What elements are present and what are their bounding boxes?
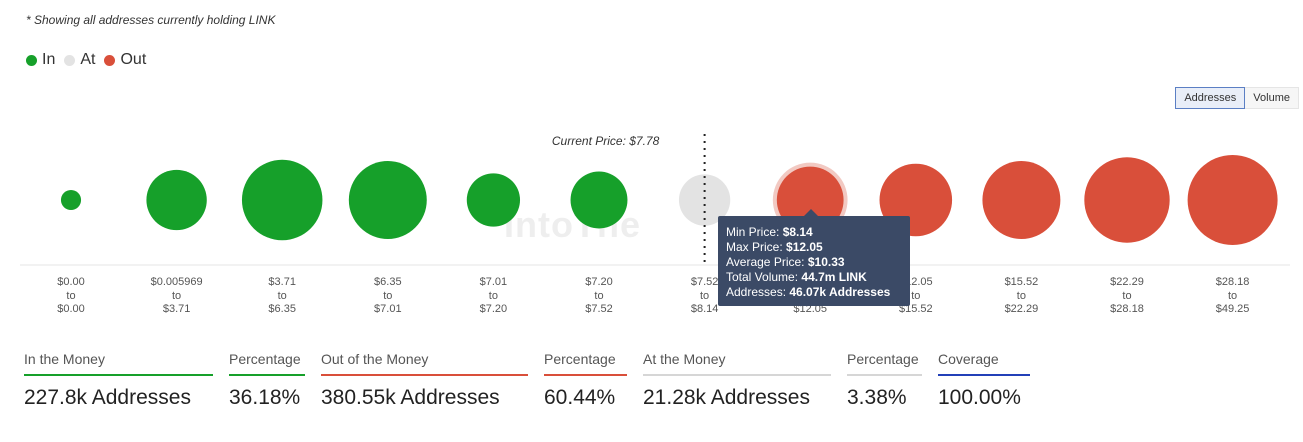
stat-label: Percentage	[544, 351, 616, 367]
stat-label: Coverage	[938, 351, 999, 367]
range-to-label: $0.00	[57, 303, 85, 315]
stat-value: 100.00%	[938, 386, 1021, 409]
bubble-in[interactable]	[348, 161, 427, 239]
range-to-label: $3.71	[163, 303, 191, 315]
range-from-label: $0.00	[57, 276, 85, 288]
legend-at-dot	[64, 54, 76, 66]
range-to-label: $8.14	[691, 303, 719, 315]
legend-in-label: In	[42, 51, 56, 68]
bubble-in[interactable]	[570, 171, 628, 229]
range-from-label: $6.35	[374, 276, 402, 288]
range-to-connector: to	[594, 290, 603, 302]
bubble-at[interactable]	[678, 174, 731, 226]
addresses-toggle-button[interactable]: Addresses	[1175, 87, 1246, 109]
summary-stats: In the Money 227.8k Addresses Percentage…	[24, 351, 1046, 410]
bubble-out[interactable]	[1187, 155, 1278, 245]
bubble-in[interactable]	[146, 169, 207, 231]
stat-label: Percentage	[229, 351, 301, 367]
stat-bar	[544, 374, 627, 376]
legend-in-dot	[26, 54, 37, 66]
stat-label: At the Money	[643, 351, 726, 367]
stat-bar	[938, 374, 1030, 376]
range-from-label: $15.52	[1005, 276, 1039, 288]
range-from-label: $28.18	[1216, 276, 1250, 288]
legend-at-label: At	[80, 51, 96, 68]
legend-out[interactable]: Out	[104, 51, 146, 69]
range-to-label: $12.05	[793, 303, 827, 315]
range-to-label: $49.25	[1216, 303, 1250, 315]
legend: In At Out	[26, 51, 155, 69]
tooltip-total-volume: Total Volume: 44.7m LINK	[726, 270, 867, 284]
current-price-label: Current Price: $7.78	[552, 134, 660, 148]
range-to-connector: to	[1017, 290, 1026, 302]
bubble-out[interactable]	[982, 161, 1061, 239]
tooltip-average-price: Average Price: $10.33	[726, 255, 845, 269]
range-from-label: $0.005969	[151, 276, 203, 288]
tooltip-addresses: Addresses: 46.07k Addresses	[726, 285, 891, 299]
legend-out-label: Out	[120, 51, 147, 68]
volume-toggle-button[interactable]: Volume	[1245, 87, 1299, 109]
range-from-label: $22.29	[1110, 276, 1144, 288]
range-to-connector: to	[66, 290, 75, 302]
bubble-in[interactable]	[60, 189, 82, 211]
stat-out-percentage: Percentage 60.44%	[544, 351, 627, 410]
stat-bar	[229, 374, 305, 376]
legend-out-dot	[104, 54, 116, 66]
stat-label: Percentage	[847, 351, 919, 367]
stat-value: 21.28k Addresses	[643, 386, 810, 409]
stat-label: In the Money	[24, 351, 105, 367]
range-to-label: $28.18	[1110, 303, 1144, 315]
stat-value: 3.38%	[847, 386, 907, 409]
stat-coverage: Coverage 100.00%	[938, 351, 1030, 410]
stat-at-percentage: Percentage 3.38%	[847, 351, 922, 410]
range-to-label: $7.20	[480, 303, 508, 315]
range-to-connector: to	[1228, 290, 1237, 302]
stat-value: 60.44%	[544, 386, 616, 409]
stat-label: Out of the Money	[321, 351, 429, 367]
bubble-in[interactable]	[241, 159, 323, 241]
stat-value: 227.8k Addresses	[24, 386, 191, 409]
stat-in-the-money: In the Money 227.8k Addresses	[24, 351, 213, 410]
tooltip-min-price: Min Price: $8.14	[726, 225, 813, 239]
legend-at[interactable]: At	[64, 51, 95, 69]
stat-bar	[847, 374, 922, 376]
range-from-label: $7.52	[691, 276, 719, 288]
range-from-label: $7.20	[585, 276, 613, 288]
range-to-connector: to	[172, 290, 181, 302]
stat-value: 36.18%	[229, 386, 301, 409]
price-tooltip: Min Price: $8.14 Max Price: $12.05 Avera…	[718, 209, 910, 306]
range-to-connector: to	[1122, 290, 1131, 302]
range-to-connector: to	[489, 290, 498, 302]
range-to-label: $7.01	[374, 303, 402, 315]
bubble-chart: $0.00to$0.00$0.005969to$3.71$3.71to$6.35…	[20, 134, 1290, 315]
legend-in[interactable]: In	[26, 51, 55, 69]
tooltip-arrow	[804, 209, 818, 216]
stat-at-the-money: At the Money 21.28k Addresses	[643, 351, 831, 410]
range-to-label: $6.35	[268, 303, 296, 315]
stat-value: 380.55k Addresses	[321, 386, 500, 409]
range-from-label: $7.01	[480, 276, 508, 288]
tooltip-max-price: Max Price: $12.05	[726, 240, 823, 254]
stat-bar	[24, 374, 213, 376]
range-to-connector: to	[278, 290, 287, 302]
view-toggle: Addresses Volume	[1175, 87, 1299, 109]
holding-note: * Showing all addresses currently holdin…	[26, 13, 276, 27]
range-to-label: $15.52	[899, 303, 933, 315]
range-to-connector: to	[383, 290, 392, 302]
range-to-label: $7.52	[585, 303, 613, 315]
range-to-connector: to	[911, 290, 920, 302]
range-from-label: $3.71	[268, 276, 296, 288]
range-to-connector: to	[700, 290, 709, 302]
stat-bar	[321, 374, 528, 376]
stat-out-of-the-money: Out of the Money 380.55k Addresses	[321, 351, 528, 410]
bubble-in[interactable]	[466, 173, 521, 227]
stat-in-percentage: Percentage 36.18%	[229, 351, 305, 410]
range-to-label: $22.29	[1005, 303, 1039, 315]
stat-bar	[643, 374, 831, 376]
bubble-out[interactable]	[1084, 157, 1170, 243]
